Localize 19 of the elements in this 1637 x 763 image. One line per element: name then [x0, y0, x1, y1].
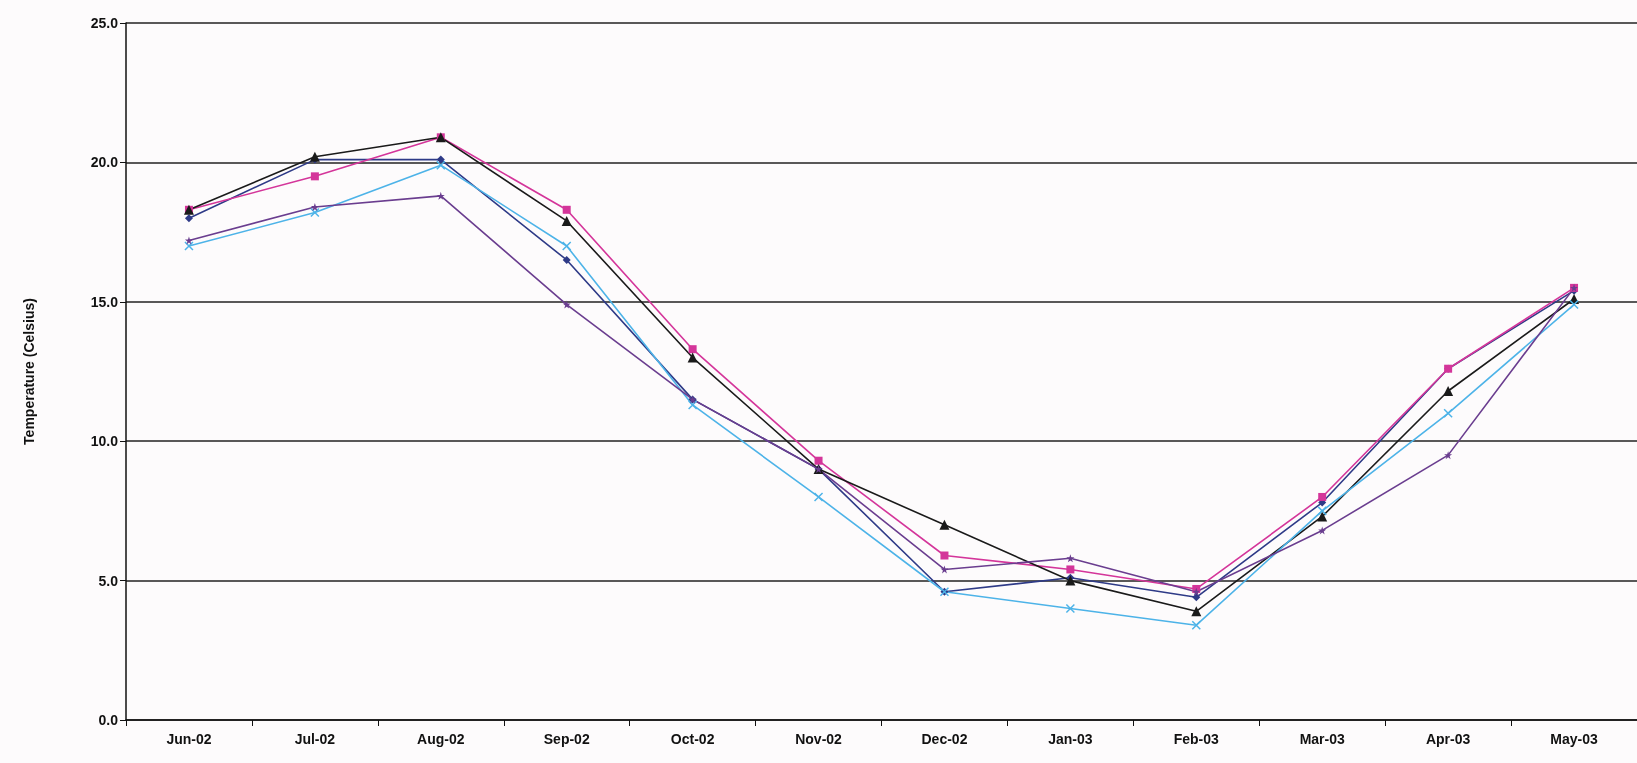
x-tick-label: Sep-02: [543, 731, 590, 747]
x-tick-label: Oct-02: [670, 731, 715, 747]
x-tick-label: Jan-03: [1048, 731, 1093, 747]
y-axis-title: Temperature (Celsius): [21, 298, 37, 445]
y-tick-label: 20.0: [90, 154, 119, 171]
x-tick-label: Jun-02: [166, 731, 212, 747]
y-tick-label: 5.0: [98, 572, 119, 589]
y-tick-label: 25.0: [90, 15, 119, 31]
x-tick-label: Feb-03: [1173, 731, 1220, 747]
x-tick-label: Aug-02: [417, 731, 465, 747]
y-tick-label: 15.0: [90, 293, 119, 310]
y-tick-label: 0.0: [98, 712, 119, 728]
x-tick-label: Apr-03: [1425, 731, 1471, 747]
x-tick-label: Jul-02: [294, 731, 336, 747]
y-tick-label: 10.0: [90, 433, 119, 450]
x-tick-label: Mar-03: [1299, 731, 1345, 747]
x-tick-label: May-03: [1550, 731, 1598, 747]
x-tick-label: Nov-02: [795, 731, 843, 747]
x-tick-label: Dec-02: [921, 731, 968, 747]
